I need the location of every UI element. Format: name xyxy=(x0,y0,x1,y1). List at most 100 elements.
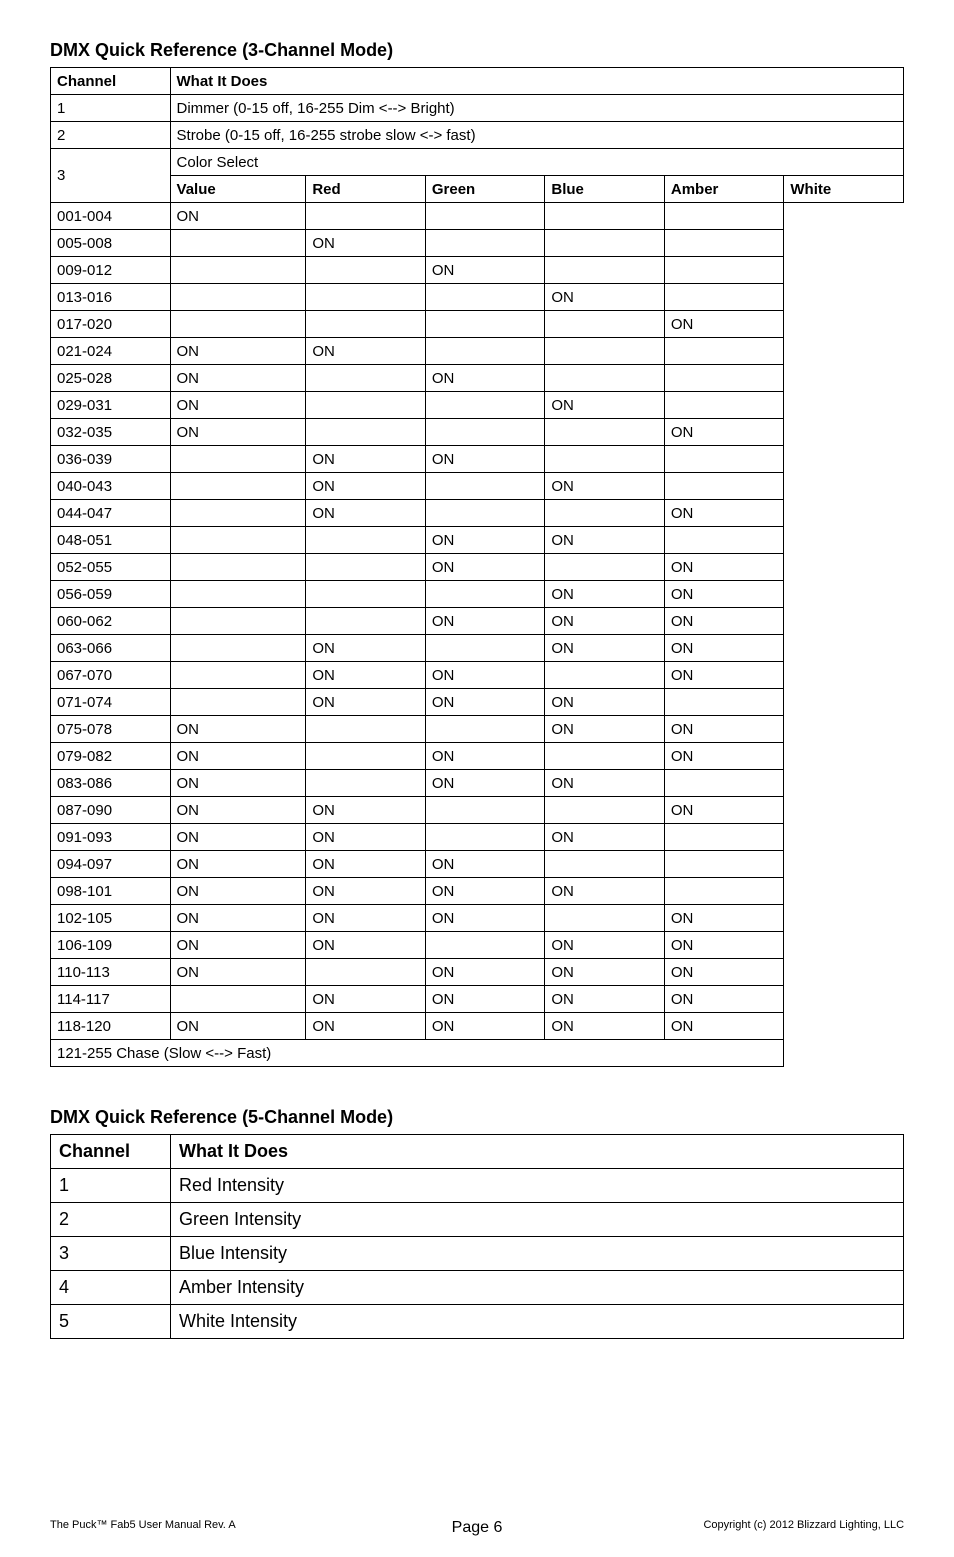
table-cell xyxy=(170,311,306,338)
ch3-chase: 121-255 Chase (Slow <--> Fast) xyxy=(51,1040,784,1067)
table-row: 044-047ONON xyxy=(51,500,904,527)
table-cell xyxy=(545,230,665,257)
table-cell xyxy=(306,284,426,311)
table-cell xyxy=(545,851,665,878)
table-cell: ON xyxy=(545,581,665,608)
header5-channel: Channel xyxy=(51,1135,171,1169)
ch1-desc: Dimmer (0-15 off, 16-255 Dim <--> Bright… xyxy=(170,95,903,122)
table-cell: ON xyxy=(170,959,306,986)
table-row: 060-062ONONON xyxy=(51,608,904,635)
table-cell xyxy=(664,851,784,878)
table-row: 2Green Intensity xyxy=(51,1203,904,1237)
table-row: 102-105ONONONON xyxy=(51,905,904,932)
footer: The Puck™ Fab5 User Manual Rev. A Page 6… xyxy=(50,1519,904,1537)
header-white: White xyxy=(784,176,904,203)
table-cell xyxy=(425,716,545,743)
table-cell: ON xyxy=(306,824,426,851)
table-3ch: Channel What It Does 1 Dimmer (0-15 off,… xyxy=(50,67,904,1067)
table-cell: ON xyxy=(425,446,545,473)
table-cell xyxy=(306,311,426,338)
table-cell: Amber Intensity xyxy=(171,1271,904,1305)
table-cell xyxy=(664,824,784,851)
table-cell xyxy=(425,284,545,311)
table-cell xyxy=(425,230,545,257)
table-cell: 4 xyxy=(51,1271,171,1305)
table-cell xyxy=(664,878,784,905)
header-channel: Channel xyxy=(51,68,171,95)
table-cell: ON xyxy=(425,689,545,716)
table-cell xyxy=(425,500,545,527)
table-cell: ON xyxy=(545,770,665,797)
table-row: 063-066ONONON xyxy=(51,635,904,662)
table-cell xyxy=(545,257,665,284)
table-cell: ON xyxy=(306,473,426,500)
table-cell: ON xyxy=(545,527,665,554)
table-row: 040-043ONON xyxy=(51,473,904,500)
table-cell: 094-097 xyxy=(51,851,171,878)
table-cell xyxy=(545,662,665,689)
header-red: Red xyxy=(306,176,426,203)
table-row: 052-055ONON xyxy=(51,554,904,581)
table-cell xyxy=(425,824,545,851)
table-cell: ON xyxy=(664,959,784,986)
table-cell xyxy=(170,608,306,635)
table-cell xyxy=(425,581,545,608)
table-cell: ON xyxy=(425,365,545,392)
table-cell: ON xyxy=(170,1013,306,1040)
table-cell: ON xyxy=(545,689,665,716)
table-cell: 110-113 xyxy=(51,959,171,986)
table-cell xyxy=(664,338,784,365)
table-cell: ON xyxy=(306,905,426,932)
table-row: 001-004ON xyxy=(51,203,904,230)
table-cell xyxy=(664,446,784,473)
table-cell xyxy=(306,608,426,635)
table-cell: ON xyxy=(306,797,426,824)
table-cell: ON xyxy=(306,851,426,878)
table-cell: ON xyxy=(545,473,665,500)
table-cell xyxy=(425,932,545,959)
table-cell: ON xyxy=(664,716,784,743)
table-cell: 001-004 xyxy=(51,203,171,230)
table-cell: 083-086 xyxy=(51,770,171,797)
table-cell xyxy=(545,446,665,473)
table-cell: Blue Intensity xyxy=(171,1237,904,1271)
table-cell xyxy=(545,905,665,932)
table-cell xyxy=(545,554,665,581)
table-cell xyxy=(170,230,306,257)
table-cell xyxy=(170,581,306,608)
table-cell: ON xyxy=(545,824,665,851)
table-cell: ON xyxy=(664,1013,784,1040)
table-cell: ON xyxy=(545,635,665,662)
table-cell: ON xyxy=(170,770,306,797)
table-cell: 029-031 xyxy=(51,392,171,419)
table-cell xyxy=(170,527,306,554)
table-cell: 063-066 xyxy=(51,635,171,662)
table-row: 075-078ONONON xyxy=(51,716,904,743)
table-cell: ON xyxy=(545,878,665,905)
table-cell xyxy=(425,635,545,662)
table-cell: 079-082 xyxy=(51,743,171,770)
table-cell: ON xyxy=(306,986,426,1013)
table-cell: 118-120 xyxy=(51,1013,171,1040)
table-row: 017-020ON xyxy=(51,311,904,338)
table-cell: ON xyxy=(306,338,426,365)
table-cell: ON xyxy=(170,878,306,905)
table-cell: ON xyxy=(425,878,545,905)
table-row: 025-028ONON xyxy=(51,365,904,392)
table-cell: ON xyxy=(545,932,665,959)
table-cell xyxy=(545,500,665,527)
table-cell xyxy=(170,500,306,527)
table-cell: ON xyxy=(306,446,426,473)
table-5ch: Channel What It Does 1Red Intensity2Gree… xyxy=(50,1134,904,1339)
header-blue: Blue xyxy=(545,176,665,203)
table-cell xyxy=(545,365,665,392)
table-cell xyxy=(664,257,784,284)
table-cell: 067-070 xyxy=(51,662,171,689)
table-cell: 102-105 xyxy=(51,905,171,932)
table-cell xyxy=(664,473,784,500)
table-cell: ON xyxy=(170,932,306,959)
table-cell xyxy=(306,743,426,770)
table-cell: 060-062 xyxy=(51,608,171,635)
table-cell: ON xyxy=(664,581,784,608)
table-cell xyxy=(664,527,784,554)
